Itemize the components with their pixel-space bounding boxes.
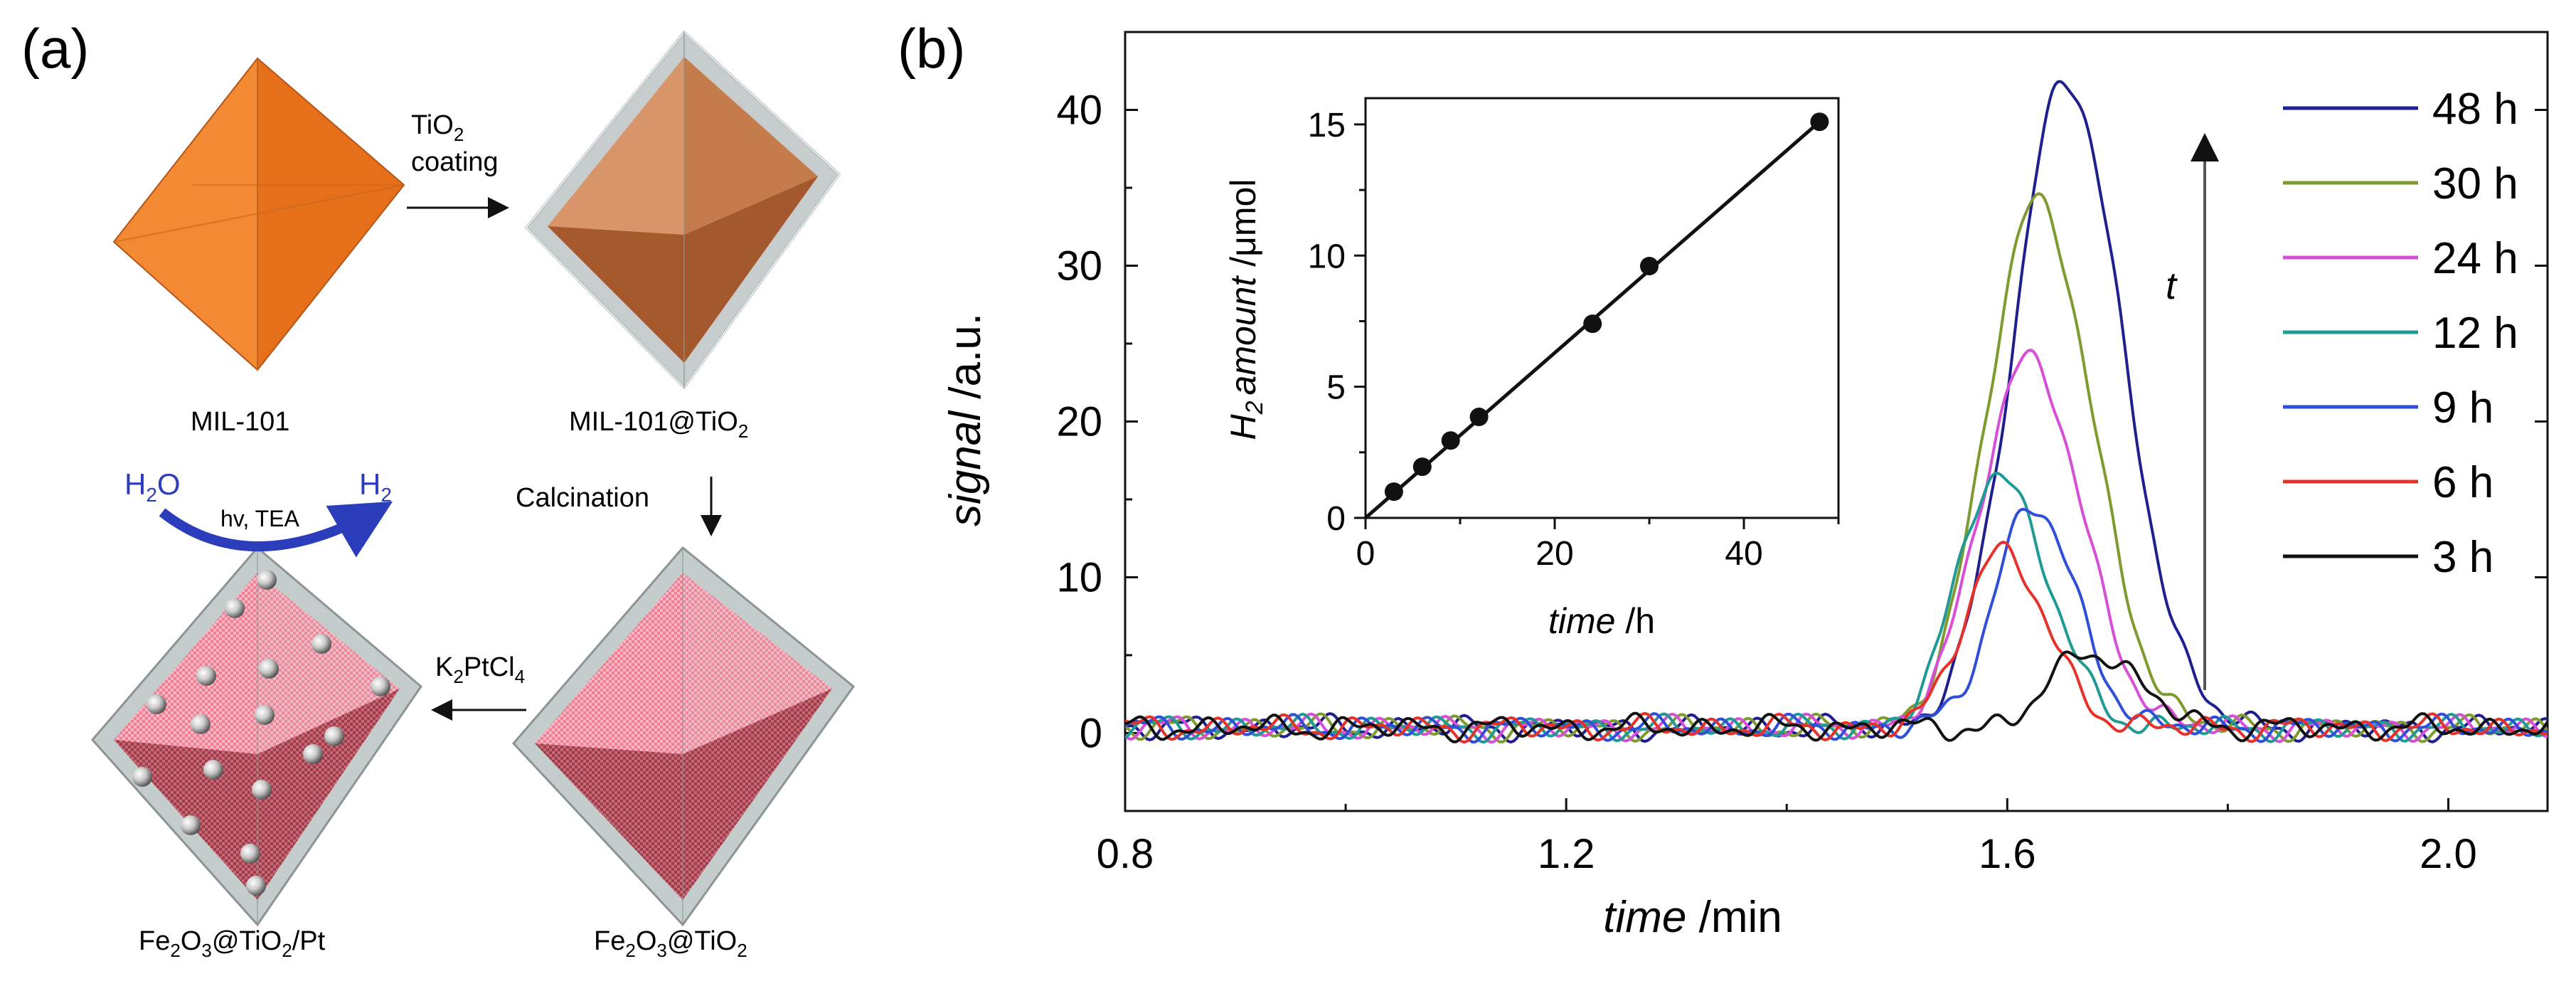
mil101-octahedron [112,57,405,371]
label-h2: H2 [359,467,392,506]
inset-y-tick-label: 0 [1326,500,1346,538]
y-tick-label: 20 [1056,399,1102,445]
y-tick-label: 30 [1056,243,1102,290]
y-tick-label: 0 [1080,711,1102,757]
inset-data-point [1469,408,1489,427]
panel-a-label: (a) [21,17,89,80]
main-series [1125,80,2548,744]
label-k2ptcl4: K2PtCl4 [435,652,525,687]
inset-data-point [1412,457,1432,477]
legend-label: 30 h [2432,159,2518,208]
fe2o3-tio2-octahedron [511,546,856,927]
time-arrow-label: t [2166,265,2178,307]
inset-data-point [1441,431,1460,450]
inset-y-axis-label: H2amount /μmol [1223,179,1268,440]
x-tick-label: 2.0 [2420,831,2477,877]
inset-data-point [1810,112,1829,132]
main-ticks: 0.8 1.2 1.6 2.0 0 10 20 30 40 [1056,31,2548,877]
label-fe2o3-tio2-pt: Fe2O3@TiO2/Pt [139,926,326,961]
y-tick-label: 10 [1056,555,1102,601]
x-tick-label: 0.8 [1097,831,1154,877]
inset-x-axis-label: time /h [1548,601,1655,641]
inset-marks [1364,112,1829,519]
inset-ticks: 0 20 40 0 5 10 15 [1308,107,1840,573]
label-h2o: H2O [124,467,181,506]
label-hv-tea: hv, TEA [220,506,300,531]
legend-label: 9 h [2432,383,2493,433]
panel-b-label: (b) [898,17,965,80]
series-line [1125,650,2548,743]
label-mil101-tio2: MIL-101@TiO2 [569,407,748,442]
legend: 48 h 30 h 24 h 12 h 9 h 6 h 3 h [2283,85,2518,582]
legend-label: 24 h [2432,234,2518,283]
inset-data-point [1384,482,1403,502]
legend-label: 12 h [2432,309,2518,358]
panel-b: (b) 0.8 1.2 1.6 2.0 0 10 20 30 40 t 48 h 30 h 24 h… [898,17,2549,942]
inset-data-point [1583,314,1602,334]
inset-y-tick-label: 5 [1326,369,1346,407]
mil101-tio2-octahedron [524,30,841,390]
label-fe2o3-tio2: Fe2O3@TiO2 [594,926,747,961]
panel-a: (a) MIL-101 TiO2 coating MIL-101@TiO2 Ca… [21,17,856,961]
series-line [1125,507,2548,744]
inset-chart: 0 20 40 0 5 10 15 time /h H2amount /μmol [1223,97,1840,641]
inset-y-tick-label: 15 [1308,107,1346,144]
y-axis-label: signal /a.u. [941,313,990,526]
x-tick-label: 1.2 [1538,831,1595,877]
pt-nanoparticles [132,570,390,896]
inset-x-tick-label: 20 [1536,535,1573,573]
x-tick-label: 1.6 [1979,831,2036,877]
legend-label: 6 h [2432,458,2493,507]
legend-label: 48 h [2432,85,2518,134]
label-calcination: Calcination [516,483,649,513]
fe2o3-tio2-pt-octahedron [91,546,423,927]
inset-x-tick-label: 0 [1356,535,1375,573]
inset-data-point [1640,257,1659,275]
y-tick-label: 40 [1056,88,1102,134]
x-axis-label: time /min [1603,893,1782,942]
inset-x-tick-label: 40 [1725,535,1762,573]
label-coating: TiO2 [411,110,464,145]
legend-label: 3 h [2432,533,2493,582]
label-coating-2: coating [411,147,499,177]
series-line [1125,541,2548,744]
inset-y-tick-label: 10 [1308,238,1346,275]
photocatalysis-arrow [159,501,393,558]
label-mil101: MIL-101 [191,407,289,437]
